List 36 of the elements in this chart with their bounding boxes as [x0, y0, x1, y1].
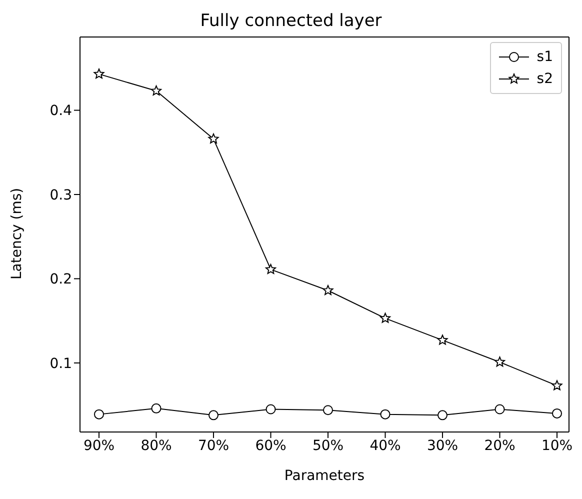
point: [494, 404, 505, 414]
point: [380, 409, 390, 420]
x-tick-label: 70%: [198, 438, 230, 454]
point: [437, 334, 448, 345]
point: [150, 85, 162, 96]
x-tick-label: 80%: [140, 438, 172, 454]
point: [266, 404, 276, 414]
x-tick-label: 30%: [426, 438, 458, 454]
legend-label: s2: [536, 71, 553, 87]
point: [380, 312, 391, 323]
point: [323, 405, 333, 416]
point: [94, 409, 104, 420]
point: [151, 403, 162, 414]
y-tick-label: 0.4: [50, 103, 72, 120]
x-tick-label: 10%: [541, 438, 573, 454]
point: [208, 410, 218, 420]
x-tick-label: 40%: [370, 438, 401, 454]
point: [552, 380, 562, 390]
x-tick-label: 50%: [312, 438, 344, 454]
x-tick-label: 60%: [255, 438, 286, 454]
y-tick-label: 0.1: [50, 356, 72, 372]
y-tick-label: 0.2: [50, 272, 72, 288]
point: [94, 68, 104, 79]
point: [265, 264, 276, 274]
point: [552, 408, 562, 418]
point: [494, 356, 506, 367]
y-tick-label: 0.3: [50, 187, 72, 204]
y-axis-title: Latency (ms): [8, 188, 25, 280]
point: [208, 133, 219, 144]
point: [322, 285, 334, 296]
x-tick-label: 90%: [83, 438, 115, 454]
chart-title: Fully connected layer: [199, 10, 383, 33]
x-axis-title: Parameters: [284, 468, 365, 484]
point: [438, 410, 448, 420]
x-tick-label: 20%: [484, 438, 516, 454]
legend-label: s1: [536, 49, 553, 65]
